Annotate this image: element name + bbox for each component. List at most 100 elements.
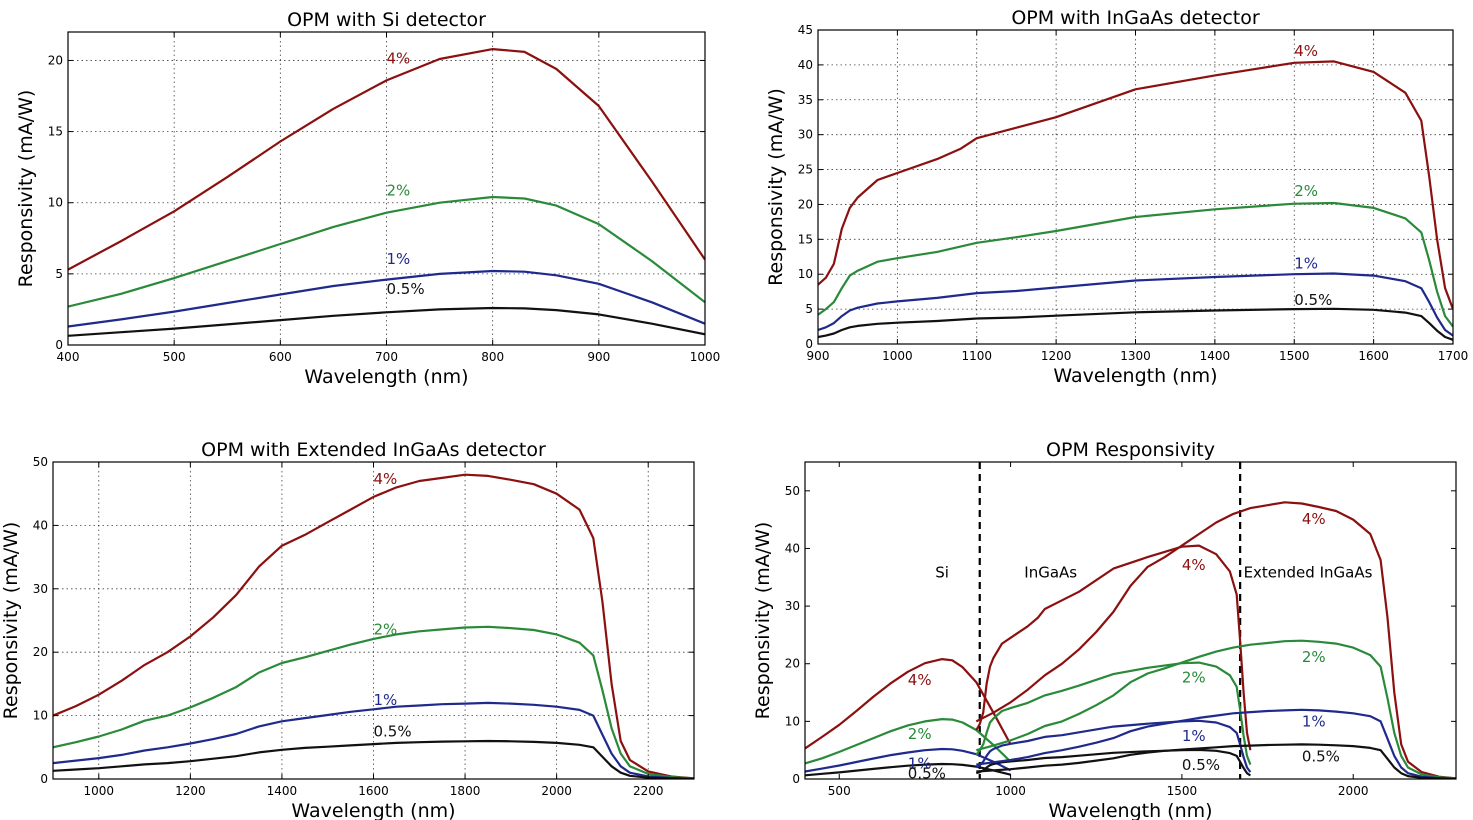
y-tick-label: 15 — [48, 125, 63, 139]
x-tick-label: 500 — [828, 784, 851, 798]
y-tick-label: 40 — [785, 541, 800, 555]
series-label: 0.5% — [387, 280, 425, 298]
x-tick-label: 1300 — [1120, 349, 1151, 363]
chart-title: OPM with Extended InGaAs detector — [201, 439, 546, 461]
x-axis-label: Wavelength (nm) — [1053, 365, 1217, 387]
x-tick-label: 800 — [481, 350, 504, 364]
series-line-1pct — [805, 747, 1012, 773]
series-label: 2% — [1294, 182, 1318, 200]
y-tick-label: 20 — [33, 645, 48, 659]
x-axis-label: Wavelength (nm) — [1048, 800, 1212, 820]
series-line-1pct — [818, 272, 1453, 337]
x-tick-label: 1100 — [961, 349, 992, 363]
series-line-2pct — [818, 201, 1453, 328]
series-label: 4% — [908, 671, 932, 689]
y-axis-label: Responsivity (mA/W) — [15, 90, 37, 288]
series-label: 1% — [908, 755, 932, 773]
y-tick-label: 10 — [48, 196, 63, 210]
panel-1: 400 500 600 700 800 900 1000 0 5 10 15 20 OPM with S… — [15, 9, 720, 388]
y-tick-label: 20 — [798, 197, 813, 211]
y-tick-label: 5 — [55, 267, 63, 281]
series-line-0p5pct — [976, 743, 1456, 779]
series-line-0p5pct — [975, 748, 1252, 777]
plot-frame — [804, 461, 1457, 780]
x-tick-label: 1000 — [882, 349, 913, 363]
x-tick-label: 1600 — [1358, 349, 1389, 363]
y-tick-label: 30 — [798, 128, 813, 142]
series-label: 2% — [387, 182, 411, 200]
x-tick-label: 900 — [587, 350, 610, 364]
series-label: 2% — [908, 725, 932, 743]
x-tick-label: 1000 — [995, 784, 1026, 798]
series-label: 0.5% — [1302, 748, 1340, 766]
x-tick-label: 400 — [57, 350, 80, 364]
y-tick-label: 40 — [33, 518, 48, 532]
y-tick-label: 50 — [785, 484, 800, 498]
series-line-2pct — [975, 661, 1252, 766]
x-tick-label: 1400 — [267, 784, 298, 798]
y-tick-label: 50 — [33, 455, 48, 469]
series-line-4pct — [818, 60, 1453, 310]
series-label: 4% — [1302, 510, 1326, 528]
y-tick-label: 0 — [55, 338, 63, 352]
series-line-1pct — [53, 701, 694, 779]
x-axis-label: Wavelength (nm) — [304, 366, 468, 388]
plot-area — [805, 501, 1456, 779]
series-line-2pct — [53, 625, 694, 779]
series-label: 0.5% — [1294, 291, 1332, 309]
y-tick-label: 15 — [798, 232, 813, 246]
y-tick-label: 45 — [798, 23, 813, 37]
series-line-0p5pct — [53, 739, 694, 779]
y-tick-label: 25 — [798, 163, 813, 177]
series-label: 4% — [1294, 42, 1318, 60]
series-line-2pct — [976, 639, 1456, 779]
x-tick-label: 600 — [269, 350, 292, 364]
series-label: 2% — [374, 620, 398, 638]
series-label: 1% — [374, 691, 398, 709]
series-line-4pct — [975, 501, 1456, 779]
x-tick-label: 1000 — [690, 350, 721, 364]
chart-title: OPM Responsivity — [1046, 439, 1215, 461]
series-label: 1% — [1302, 713, 1326, 731]
chart-title: OPM with Si detector — [287, 9, 486, 31]
series-label: 1% — [1182, 727, 1206, 745]
y-tick-label: 10 — [785, 714, 800, 728]
region-label: InGaAs — [1024, 563, 1077, 581]
series-line-4pct — [805, 657, 1012, 750]
y-axis-label: Responsivity (mA/W) — [752, 522, 774, 720]
panel-4: 500 1000 1500 2000 0 10 20 30 40 50 OPM Responsivi… — [752, 439, 1457, 820]
y-tick-label: 0 — [792, 772, 800, 786]
series-line-0p5pct — [818, 307, 1453, 341]
series-label: 2% — [1302, 648, 1326, 666]
chart-title: OPM with InGaAs detector — [1011, 7, 1260, 29]
y-tick-label: 0 — [805, 337, 813, 351]
series-label: 0.5% — [908, 764, 946, 782]
series-line-4pct — [68, 47, 705, 271]
series-line-1pct — [976, 708, 1456, 779]
panel-3: 1000 1200 1400 1600 1800 2000 2200 0 10 20 30 40 50 O… — [0, 439, 695, 820]
plot-area — [818, 60, 1453, 341]
x-tick-label: 2000 — [541, 784, 572, 798]
series-line-1pct — [68, 269, 705, 328]
panel-2: 900 1000 1100 1200 1300 1400 1500 1600 1700 0 5 10 1… — [765, 7, 1468, 387]
y-tick-label: 20 — [48, 53, 63, 67]
x-axis-label: Wavelength (nm) — [291, 800, 455, 820]
series-label: 4% — [387, 49, 411, 67]
x-tick-label: 2200 — [633, 784, 664, 798]
series-label: 1% — [1294, 255, 1318, 273]
x-tick-label: 900 — [807, 349, 830, 363]
y-tick-label: 10 — [33, 709, 48, 723]
series-label: 2% — [1182, 669, 1206, 687]
x-tick-label: 1700 — [1438, 349, 1469, 363]
x-tick-label: 1400 — [1200, 349, 1231, 363]
y-axis-label: Responsivity (mA/W) — [765, 88, 787, 286]
y-tick-label: 20 — [785, 657, 800, 671]
x-tick-label: 1000 — [84, 784, 115, 798]
region-label: Si — [935, 563, 949, 581]
series-line-2pct — [68, 195, 705, 308]
y-tick-label: 40 — [798, 58, 813, 72]
x-tick-label: 1200 — [1041, 349, 1072, 363]
region-label: Extended InGaAs — [1244, 563, 1373, 581]
series-label: 4% — [374, 470, 398, 488]
